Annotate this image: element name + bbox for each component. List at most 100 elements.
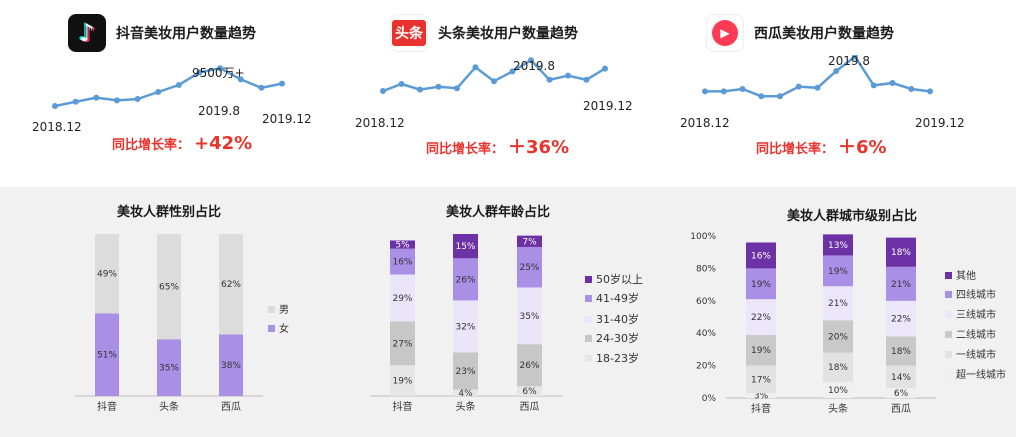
trend-line (382, 58, 606, 93)
bar-value-label: 62% (221, 280, 241, 290)
trend-title: 头条美妆用户数量趋势 (438, 26, 578, 42)
trend-point (795, 83, 802, 90)
city-chart-title: 美妆人群城市级别占比 (787, 209, 918, 224)
trend-point (155, 89, 162, 95)
y-tick-label: 20% (696, 362, 716, 372)
bar-segment (886, 336, 916, 366)
xigua-logo-icon: ▶ (706, 14, 744, 52)
gender-bar-chart: 51% 49% 抖音 35% 65% 头条 38% 62% 西瓜 男女 (75, 234, 289, 413)
bar-value-label: 51% (97, 351, 117, 361)
trend-peak-value-label: 9500万+ (192, 66, 245, 80)
trend-point (720, 88, 727, 95)
trend-point (472, 64, 479, 71)
bar-segment (219, 234, 243, 335)
bar-value-label: 26% (455, 275, 475, 285)
legend-swatch (945, 351, 952, 358)
bar-segment (886, 300, 916, 337)
city-bar-chart: 0% 20% 40% 60% 80% 100% 3% 17% 19% 22% 19% 16% 抖音 10%… (690, 232, 1006, 415)
bar-segment (517, 235, 542, 247)
bar-segment (390, 248, 415, 275)
bar-segment (746, 365, 776, 394)
trend-point (113, 97, 120, 104)
trend-point (72, 98, 79, 105)
bar-segment (453, 300, 478, 353)
legend-label: 31-40岁 (596, 312, 639, 326)
legend-label: 三线城市 (956, 308, 996, 321)
legend-label: 41-49岁 (596, 291, 639, 305)
trend-point (217, 65, 224, 72)
bar-segment (157, 234, 181, 340)
trend-header: ♪ 抖音美妆用户数量趋势 (68, 14, 256, 52)
trend-point (175, 82, 182, 88)
trend-point (908, 86, 915, 92)
bar-value-label: 7% (522, 237, 537, 247)
bar-value-label: 21% (828, 299, 848, 309)
category-label: 抖音 (751, 402, 771, 415)
trend-point (134, 96, 141, 102)
trend-point (398, 81, 405, 87)
douyin-logo-icon: ♪ (68, 14, 106, 52)
category-label: 抖音 (393, 400, 413, 413)
trend-point (565, 72, 571, 79)
trend-start-label: 2018.12 (680, 116, 730, 130)
legend-swatch (268, 325, 275, 332)
legend-swatch (585, 276, 592, 283)
trend-point (927, 88, 933, 95)
trend-peak-label: 2019.8 (198, 104, 240, 118)
category-label: 西瓜 (520, 401, 540, 413)
growth-rate-xigua: 同比增长率： ＋6% (756, 133, 887, 159)
growth-value: +42% (194, 133, 253, 154)
bar-value-label: 21% (891, 280, 911, 290)
trend-point (833, 68, 840, 74)
trend-peak-label: 2019.8 (828, 55, 870, 68)
y-tick-label: 40% (696, 329, 716, 339)
gender-chart-title: 美妆人群性别占比 (117, 205, 222, 220)
bar-value-label: 6% (522, 387, 537, 397)
legend-label: 男 (279, 304, 289, 316)
trend-point (758, 93, 765, 100)
y-tick-label: 80% (696, 264, 716, 274)
bar-segment (219, 334, 243, 396)
bar-segment (746, 268, 776, 300)
bar-segment (157, 339, 181, 396)
bar-segment (453, 234, 478, 259)
bar-segment (453, 258, 478, 301)
legend-label: 女 (279, 322, 289, 335)
bar-value-label: 18% (828, 363, 848, 373)
trend-point (380, 88, 386, 94)
bar-segment (886, 388, 916, 398)
bar-value-label: 15% (455, 242, 475, 252)
bar-value-label: 6% (894, 389, 909, 399)
legend-label: 四线城市 (956, 288, 996, 301)
bar-value-label: 17% (751, 375, 771, 385)
bar-value-label: 35% (159, 364, 179, 374)
category-label: 头条 (828, 402, 848, 415)
trend-point (52, 103, 58, 109)
trend-point (417, 86, 423, 93)
y-tick-label: 0% (702, 394, 717, 404)
trend-point (602, 65, 608, 72)
bar-segment (886, 365, 916, 389)
trend-panel-douyin: ♪ 抖音美妆用户数量趋势 2018.12 2019.8 2019.12 9500万+ … (0, 0, 340, 185)
legend-label: 一线城市 (956, 348, 996, 361)
bar-segment (823, 352, 853, 382)
legend-swatch (945, 331, 952, 338)
y-tick-label: 60% (696, 297, 716, 307)
age-chart-title: 美妆人群年龄占比 (446, 205, 551, 220)
trend-end-label: 2019.12 (262, 112, 312, 126)
bar-value-label: 35% (519, 312, 539, 322)
trend-point (93, 94, 100, 101)
bar-value-label: 13% (828, 241, 848, 251)
bar-segment (453, 352, 478, 390)
bar-segment (95, 313, 119, 396)
bar-value-label: 4% (458, 389, 473, 399)
trend-point (814, 84, 821, 91)
trend-point (196, 69, 203, 76)
category-label: 头条 (159, 400, 179, 413)
bar-segment (823, 234, 853, 256)
bar-value-label: 22% (751, 313, 771, 323)
trend-panel-xigua: ▶ 西瓜美妆用户数量趋势 2018.12 2019.8 2019.12 同比增长率：… (680, 0, 1016, 185)
bar-value-label: 19% (751, 346, 771, 356)
trend-point (870, 82, 877, 89)
growth-label: 同比增长率： (112, 138, 191, 153)
